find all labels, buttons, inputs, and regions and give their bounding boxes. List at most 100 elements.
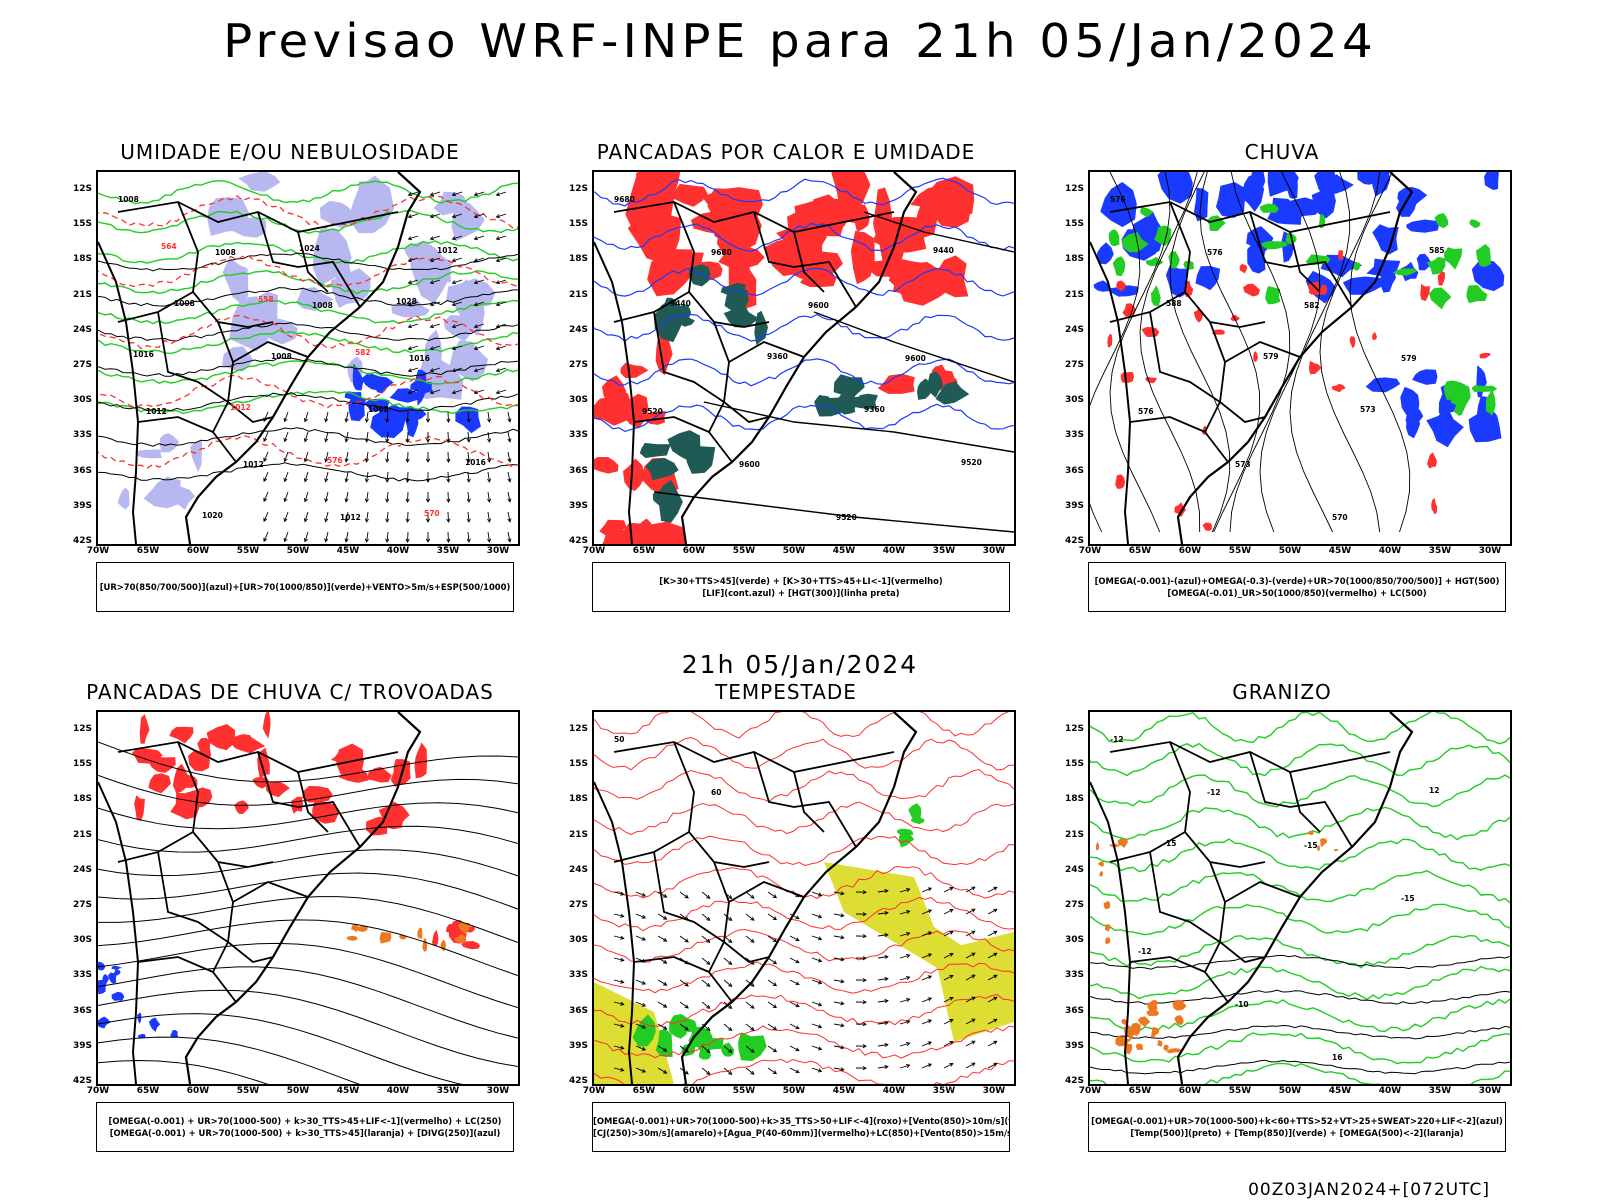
streamline-250 (98, 919, 518, 977)
longitude-label: 40W (386, 546, 410, 556)
wind-vector (507, 471, 511, 482)
thickness-contour (98, 255, 518, 288)
wind-vector (474, 257, 485, 262)
wind-850-vector (877, 1000, 888, 1003)
longitude-label: 60W (1178, 546, 1202, 556)
wind-850-vector (701, 979, 711, 987)
rain-humidity-area (1321, 284, 1328, 296)
thunderstorm-shower-area (445, 924, 461, 937)
hail-omega-area (1098, 861, 1104, 867)
latitude-label: 12S (568, 724, 588, 734)
wind-vector-head (487, 538, 492, 543)
heat-shower-area (707, 187, 737, 217)
rain-humidity-area (1239, 263, 1248, 274)
wind-850-vector-head (840, 957, 845, 962)
wind-vector-head (324, 478, 329, 483)
wind-850-vector (657, 1001, 667, 1008)
wind-vector-head (364, 438, 369, 443)
wind-850-vector-head (772, 916, 778, 921)
political-border (707, 941, 733, 1003)
wind-850-vector (745, 935, 755, 943)
wind-850-vector (613, 1067, 624, 1071)
wind-850-vector-head (927, 975, 933, 980)
wind-850-vector-head (971, 1018, 976, 1023)
map-svg: 9680 9680 9600 9600 9520 9600 9520 9440 9440 9360… (594, 172, 1014, 544)
wind-vector (386, 531, 389, 542)
wind-850-vector (657, 1067, 667, 1074)
rain-omega-area (1371, 172, 1391, 197)
heat-shower-area (620, 362, 649, 378)
rain-humidity-area (1427, 452, 1437, 469)
wind-vector-head (429, 368, 434, 373)
latitude-label: 39S (1064, 1040, 1084, 1051)
wind-vector (496, 213, 507, 218)
wind-vector-head (495, 324, 500, 329)
contour-label: 9600 (808, 301, 829, 310)
wind-850-vector-head (884, 1020, 889, 1026)
heat-shower-area (930, 195, 971, 228)
latitude-label: 36S (72, 465, 92, 476)
humidity-lower-contour (98, 390, 518, 415)
wind-vector (474, 235, 485, 240)
wind-vector (487, 431, 490, 442)
longitude-label: 50W (1278, 546, 1302, 556)
wind-850-vector-head (620, 1023, 625, 1028)
map-panel: GRANIZO -12 -12 -15 -15 -12 -10 16 12 15 12S 15S 18S… (1042, 680, 1522, 1152)
thunderstorm-area (357, 925, 368, 932)
wind-vector (366, 471, 369, 482)
rain-humidity-area (1141, 327, 1160, 337)
wind-850-vector (635, 1023, 646, 1029)
political-border (633, 956, 710, 973)
wind-850-vector-head (728, 961, 733, 966)
wind-850-vector-head (949, 952, 954, 957)
wind-vector (325, 531, 329, 542)
latitude-label: 15S (568, 219, 588, 230)
wind-vector-head (446, 418, 451, 423)
wind-850-vector (679, 979, 689, 987)
temperature-850-contour (1090, 774, 1510, 808)
longitude-label: 35W (1428, 546, 1452, 556)
wind-vector-head (324, 538, 329, 543)
wind-850-vector-head (663, 1047, 668, 1052)
contour-label: 12 (1429, 786, 1439, 795)
latitude-label: 30S (1064, 395, 1084, 406)
map-area: 576 576 582 579 576 573 570 585 588 579 573 (1088, 170, 1512, 546)
wind-850-vector-head (840, 1045, 845, 1050)
wind-850-vector (877, 890, 888, 893)
legend-line: [OMEGA(-0.01)_UR>50(1000/850)(vermelho) … (1167, 588, 1427, 598)
longitude-label: 60W (186, 546, 210, 556)
wind-850-vector-head (884, 998, 889, 1004)
heat-shower-area (672, 183, 708, 207)
main-title: Previsao WRF-INPE para 21h 05/Jan/2024 (223, 14, 1377, 68)
wind-vector (304, 531, 309, 542)
rain-strong-omega-area (1429, 287, 1452, 310)
wind-850-vector (899, 932, 910, 937)
rain-omega-area (1365, 377, 1401, 393)
latitude-label: 21S (72, 829, 92, 840)
contour-label: 579 (1401, 354, 1417, 363)
thunderstorm-shower-area (312, 800, 339, 824)
wind-850-vector (701, 957, 711, 965)
andes-border (98, 781, 140, 1084)
contour-label: 1012 (146, 407, 167, 416)
political-border (1149, 311, 1221, 403)
wind-850-vector-head (620, 979, 625, 984)
wind-vector (345, 451, 349, 462)
coastline (184, 172, 422, 544)
wind-vector (345, 411, 349, 422)
wind-850-vector-head (663, 1025, 668, 1030)
wind-850-vector (987, 996, 998, 1003)
wind-vector-head (466, 418, 471, 423)
humidity-upper-area (190, 441, 203, 473)
political-border (1109, 741, 1391, 773)
wind-850-vector (635, 1001, 646, 1007)
wind-vector-head (425, 478, 431, 483)
map-area: 9680 9680 9600 9600 9520 9600 9520 9440 9440 9360… (592, 170, 1016, 546)
wind-850-vector (877, 934, 888, 937)
wind-850-vector-head (927, 931, 933, 936)
wind-vector-head (303, 458, 308, 463)
wind-850-vector (767, 1001, 777, 1008)
longitude-label: 50W (1278, 1086, 1302, 1096)
wind-850-vector-head (750, 894, 755, 899)
longitude-label: 60W (682, 546, 706, 556)
